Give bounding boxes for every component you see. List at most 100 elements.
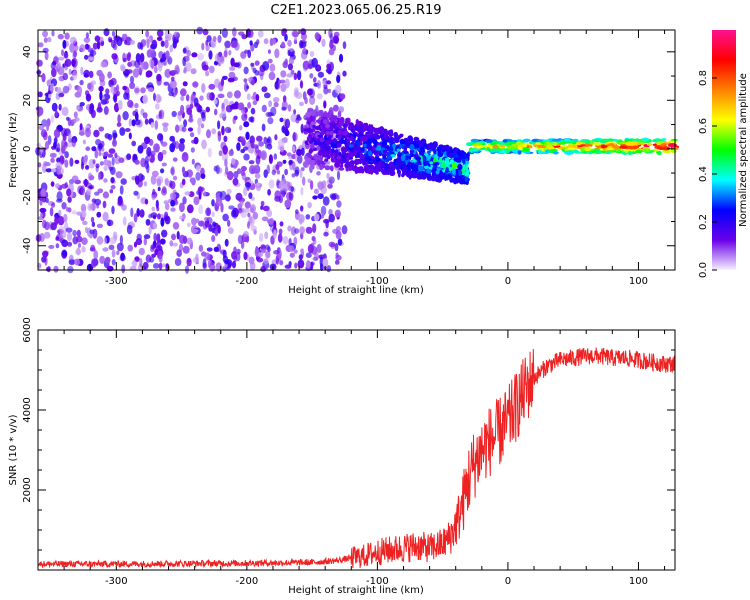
spectrogram-cell xyxy=(243,121,250,128)
spectrogram-cell xyxy=(507,145,516,150)
spectrogram-cell xyxy=(108,148,116,154)
spectrogram-cell xyxy=(286,73,294,78)
spectrogram-cell xyxy=(181,178,186,186)
spectrogram-cell xyxy=(157,133,164,141)
spectrogram-cell xyxy=(567,147,577,151)
spectrogram-cell xyxy=(198,244,204,252)
spectrogram-cell xyxy=(284,168,288,176)
spectrogram-cell xyxy=(258,141,264,147)
spectrogram-cell xyxy=(51,102,58,112)
spectrogram-cell xyxy=(224,238,229,247)
spectrogram-cell xyxy=(163,200,169,205)
spectrogram-cell xyxy=(217,120,221,130)
spectrogram-cell xyxy=(328,213,335,223)
spectrogram-cell xyxy=(66,142,73,148)
spectrogram-cell xyxy=(342,130,349,136)
spectrogram-cell xyxy=(564,150,574,155)
spectrogram-cell xyxy=(135,111,139,122)
spectrogram-cell xyxy=(273,220,277,230)
spectrogram-cell xyxy=(88,175,95,181)
spectrogram-cell xyxy=(214,108,218,116)
spectrogram-cell xyxy=(66,232,73,242)
spectrogram-cell xyxy=(406,163,411,170)
spectrogram-cell xyxy=(37,162,42,168)
spectrogram-cell xyxy=(220,108,227,118)
spectrogram-cell xyxy=(72,118,77,124)
spectrogram-cell xyxy=(257,252,263,258)
spectrogram-cell xyxy=(172,157,178,162)
spectrogram-cell xyxy=(115,84,120,93)
spectrogram-cell xyxy=(421,172,427,179)
spectrogram-cell xyxy=(36,142,42,148)
spectrogram-cell xyxy=(250,142,255,149)
spectrogram-cell xyxy=(39,199,43,206)
spectrogram-cell xyxy=(305,252,312,258)
spectrogram-cell xyxy=(85,226,88,234)
spectrogram-cell xyxy=(302,60,310,70)
spectrogram-cell xyxy=(293,36,298,44)
spectrogram-cell xyxy=(85,32,89,39)
spectrogram-cell xyxy=(67,133,72,142)
spectrogram-cell xyxy=(189,132,195,138)
spectrogram-cell xyxy=(186,222,191,228)
spectrogram-cell xyxy=(324,158,329,162)
spectrogram-cell xyxy=(360,154,366,159)
spectrogram-cell xyxy=(349,135,354,142)
spectrogram-cell xyxy=(144,136,151,145)
spectrogram-cell xyxy=(267,117,274,125)
spectrogram-cell xyxy=(376,134,380,140)
spectrogram-cell xyxy=(332,157,336,163)
spectrogram-cell xyxy=(196,26,204,35)
spectrogram-cell xyxy=(205,44,210,52)
spectrogram-cell xyxy=(413,136,419,142)
spectrogram-cell xyxy=(160,57,164,63)
spectrogram-cell xyxy=(85,146,91,151)
spectrogram-cell xyxy=(71,175,79,182)
spectrogram-cell xyxy=(291,173,296,178)
x-tick-label: -100 xyxy=(366,576,389,587)
spectrogram-cell xyxy=(267,143,273,150)
spectrogram-cell xyxy=(172,222,180,230)
spectrogram-cell xyxy=(260,244,267,251)
spectrogram-cell xyxy=(299,168,303,179)
spectrogram-cell xyxy=(338,120,345,127)
spectrogram-cell xyxy=(288,245,295,253)
spectrogram-cell xyxy=(111,30,116,37)
spectrogram-cell xyxy=(206,129,211,139)
spectrogram-cell xyxy=(441,148,445,153)
colorbar-bar xyxy=(712,30,736,270)
spectrogram-cell xyxy=(583,143,591,147)
spectrogram-cell xyxy=(144,118,149,125)
spectrogram-cell xyxy=(394,136,400,142)
spectrogram-cell xyxy=(148,226,152,235)
snr-panel: -300 -200 -100 0 100 2000 4000 6000 Height of s… xyxy=(8,317,676,596)
spectrogram-cell xyxy=(612,145,620,150)
spectrogram-cell xyxy=(228,49,232,56)
spectrogram-cell xyxy=(330,165,334,172)
spectrogram-cell xyxy=(40,188,46,198)
spectrogram-cell xyxy=(182,56,187,67)
spectrogram-cell xyxy=(191,158,195,165)
spectrogram-cell xyxy=(155,199,159,209)
spectrogram-cell xyxy=(127,99,134,108)
spectrogram-cell xyxy=(319,111,324,117)
spectrogram-cell xyxy=(47,265,51,273)
spectrogram-cell xyxy=(103,165,108,172)
spectrogram-cell xyxy=(182,196,187,205)
spectrogram-cell xyxy=(307,178,311,183)
spectrogram-cell xyxy=(335,259,340,265)
spectrogram-cell xyxy=(72,44,79,52)
spectrogram-cell xyxy=(219,249,227,255)
spectrogram-cell xyxy=(163,81,170,86)
spectrogram-cell xyxy=(39,207,47,213)
spectrogram-cell xyxy=(323,86,329,95)
spectrogram-cell xyxy=(552,142,558,147)
spectrogram-cell xyxy=(426,150,431,154)
spectrogram-cell xyxy=(281,41,286,48)
spectrogram-cell xyxy=(75,235,83,243)
spectrogram-cell xyxy=(51,67,57,78)
spectrogram-cell xyxy=(355,139,360,146)
y-tick-label: 20 xyxy=(22,94,33,107)
spectrogram-cell xyxy=(150,121,155,128)
spectrogram-cell xyxy=(252,164,259,173)
